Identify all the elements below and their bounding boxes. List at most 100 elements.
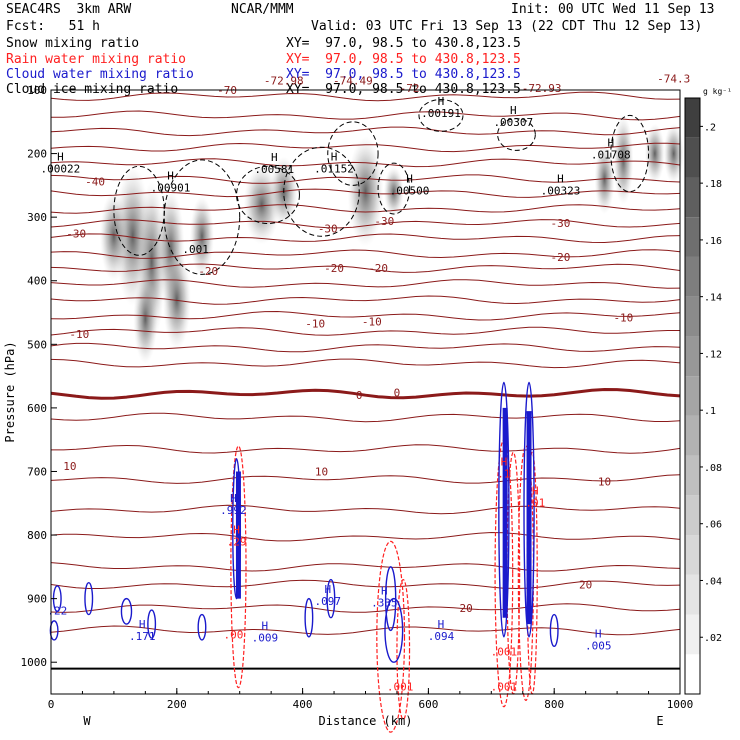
isotherm-label: 20 bbox=[460, 602, 473, 615]
isotherm-line bbox=[50, 504, 681, 515]
colorbar-segment bbox=[685, 614, 700, 655]
colorbar: .02 .04 .06 .08 .1 .12 .14 .16 .18 .2 g kg⁻¹ bbox=[684, 87, 732, 695]
maximum-value-label: .00307 bbox=[493, 116, 533, 129]
cloud-water-contour bbox=[84, 582, 94, 616]
isotherm-line bbox=[50, 310, 681, 321]
colorbar-tick-label: .08 bbox=[704, 463, 722, 474]
isotherm-label: 10 bbox=[63, 460, 76, 473]
cloud-ice-contour bbox=[283, 146, 360, 237]
colorbar-segment bbox=[685, 256, 700, 297]
maximum-marker: H.29 bbox=[227, 524, 247, 549]
isotherm-label: -10 bbox=[362, 315, 382, 328]
maximum-marker: .001 bbox=[491, 646, 518, 659]
maximum-h-label: H bbox=[167, 170, 174, 183]
cloud-ice-contour bbox=[327, 121, 379, 186]
maximum-value-label: .00022 bbox=[41, 162, 81, 175]
maximum-value-label: .01 bbox=[525, 496, 545, 509]
isotherm-line bbox=[50, 579, 681, 590]
y-tick-label: 200 bbox=[27, 148, 47, 161]
maximum-marker: H.00500 bbox=[390, 173, 430, 198]
maximum-h-label: H bbox=[233, 524, 240, 537]
isotherm-label: -40 bbox=[85, 176, 105, 189]
field-xy-rain: XY= 97.0, 98.5 to 430.8,123.5 bbox=[286, 52, 521, 67]
isotherm-label: -74.49 bbox=[333, 74, 373, 87]
isotherm-line bbox=[50, 531, 681, 542]
maximum-marker: .001 bbox=[182, 243, 209, 256]
maximum-marker: H.01 bbox=[525, 484, 545, 509]
colorbar-tick-label: .02 bbox=[704, 633, 722, 644]
cloud-water-contour bbox=[384, 597, 404, 663]
isotherm-label: 0 bbox=[394, 387, 401, 400]
colorbar-tick-label: .14 bbox=[704, 293, 722, 304]
x-tick-label: 0 bbox=[48, 698, 55, 711]
isotherm-label: -20 bbox=[198, 265, 218, 278]
x-tick-label: 600 bbox=[418, 698, 438, 711]
maximum-value-label: .001 bbox=[387, 681, 414, 694]
valid-time: Valid: 03 UTC Fri 13 Sep 13 (22 CDT Thu … bbox=[311, 19, 703, 34]
isotherm-line bbox=[50, 358, 681, 369]
snow-plume bbox=[383, 166, 404, 217]
y-tick-label: 600 bbox=[27, 402, 47, 415]
colorbar-segment bbox=[685, 98, 700, 138]
field-xy-snow: XY= 97.0, 98.5 to 430.8,123.5 bbox=[286, 36, 521, 51]
isotherm-line bbox=[50, 188, 681, 198]
isotherm-line bbox=[50, 326, 680, 336]
maximum-marker: H.005 bbox=[585, 627, 612, 652]
colorbar-tick-label: .2 bbox=[704, 122, 716, 133]
isotherm-label: -72.98 bbox=[264, 74, 304, 87]
y-tick-label: 1000 bbox=[21, 656, 48, 669]
x-tick-label: 1000 bbox=[667, 698, 694, 711]
maximum-h-label: H bbox=[331, 150, 338, 163]
maximum-h-label: H bbox=[532, 484, 539, 497]
colorbar-tick-label: .16 bbox=[704, 236, 722, 247]
isotherm-line bbox=[50, 562, 681, 572]
rain-water-contour bbox=[376, 540, 406, 733]
isotherm-line bbox=[50, 412, 681, 423]
rain-water-contour bbox=[230, 445, 247, 689]
cloud-water-contour bbox=[549, 613, 559, 648]
isotherm-label: -20 bbox=[368, 262, 388, 275]
model-title: SEAC4RS 3km ARW bbox=[6, 2, 132, 17]
maximum-marker: H.00901 bbox=[151, 170, 191, 195]
isotherm-line bbox=[50, 263, 681, 273]
maximum-value-label: .01152 bbox=[314, 162, 354, 175]
maximum-value-label: .29 bbox=[227, 536, 247, 549]
isotherm-line bbox=[51, 444, 681, 454]
isotherm-label: -30 bbox=[318, 223, 338, 236]
snow-plume bbox=[133, 273, 158, 364]
maximum-value-label: .00191 bbox=[421, 107, 461, 120]
maximum-h-label: H bbox=[501, 456, 508, 469]
maximum-marker: H.171 bbox=[129, 618, 156, 643]
colorbar-segment bbox=[685, 137, 700, 178]
snow-plume bbox=[613, 114, 634, 205]
isotherm-label: 10 bbox=[315, 465, 328, 478]
maximum-value-label: .001 bbox=[491, 646, 518, 659]
cloud-water-contour bbox=[304, 597, 314, 638]
maximum-marker: .22 bbox=[47, 604, 67, 617]
maximum-marker: H.00022 bbox=[41, 150, 81, 175]
maximum-value-label: .01708 bbox=[591, 148, 631, 161]
maximum-h-label: H bbox=[230, 492, 237, 505]
x-axis: 0 200 400 600 800 1000 Distance (km) W E bbox=[48, 688, 694, 728]
maximum-value-label: .00 bbox=[223, 629, 243, 642]
east-label: E bbox=[656, 714, 663, 728]
isotherm-line bbox=[50, 249, 681, 259]
snow-plume bbox=[99, 191, 128, 282]
y-tick-label: 800 bbox=[27, 529, 47, 542]
isotherm-line bbox=[50, 603, 681, 613]
isotherm-label: -74.3 bbox=[657, 73, 690, 86]
colorbar-segment bbox=[685, 455, 700, 496]
maximum-h-label: H bbox=[607, 136, 614, 149]
field-name-rain: Rain water mixing ratio bbox=[6, 52, 187, 67]
contour-labels: -70-72.98 -74.49-72 -72.93-74.3-40-30 -30-3… bbox=[41, 73, 691, 694]
isotherm-line bbox=[50, 295, 681, 305]
isotherm-label: -10 bbox=[305, 317, 325, 330]
maximum-value-label: .171 bbox=[129, 630, 156, 643]
snow-plume bbox=[663, 123, 684, 184]
y-tick-label: 100 bbox=[27, 84, 47, 97]
cloud-water-contour bbox=[498, 381, 510, 638]
isotherm-label: 10 bbox=[598, 476, 611, 489]
isotherm-label: -10 bbox=[613, 312, 633, 325]
maximum-marker: H.00323 bbox=[541, 173, 581, 198]
isotherm-line bbox=[50, 474, 681, 484]
